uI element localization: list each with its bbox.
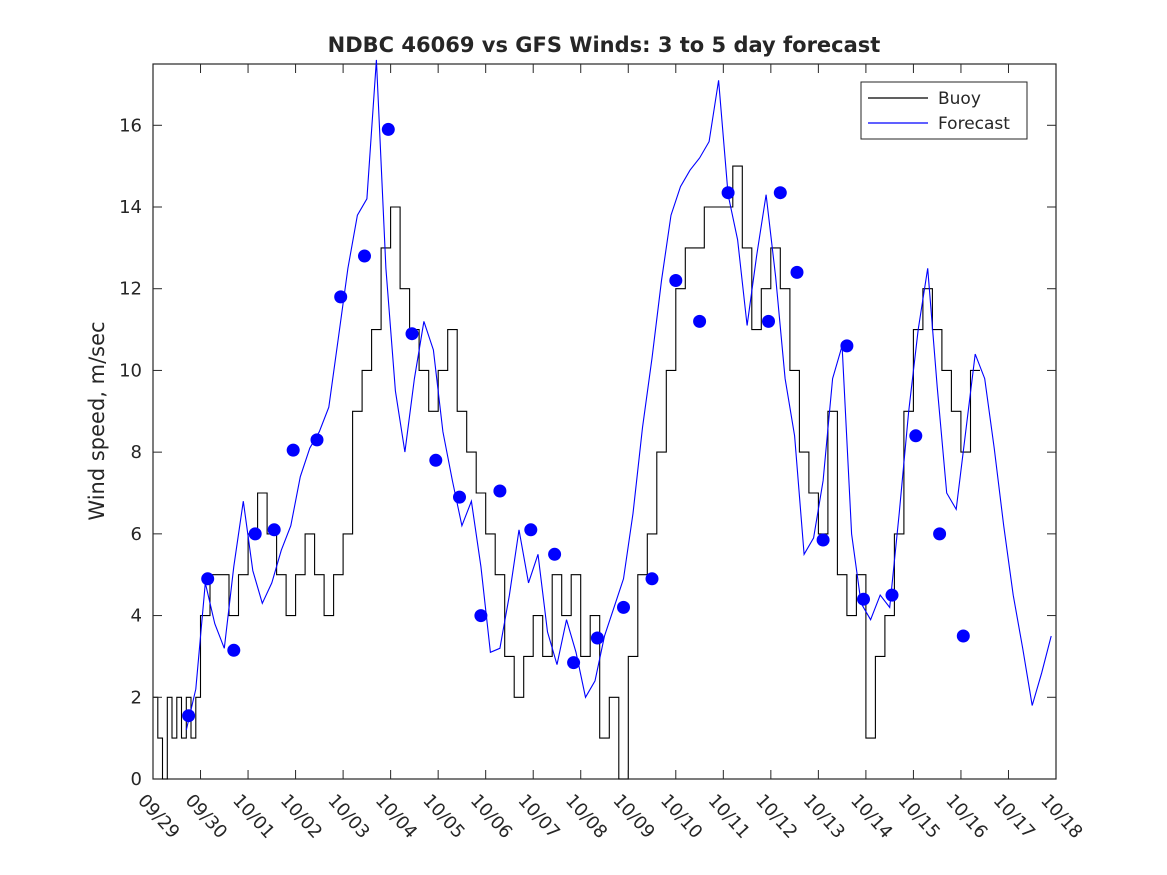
forecast-marker [429, 453, 443, 467]
forecast-marker [474, 609, 488, 623]
forecast-marker [567, 656, 581, 670]
forecast-marker [590, 631, 604, 645]
forecast-marker [857, 592, 870, 606]
forecast-marker [909, 429, 923, 443]
y-tick-label: 0 [131, 769, 142, 790]
series-forecast-line [185, 59, 1052, 731]
forecast-marker [201, 572, 215, 586]
forecast-marker [548, 547, 562, 561]
marker-layer [182, 122, 970, 723]
forecast-marker [453, 490, 466, 504]
forecast-marker [790, 265, 804, 279]
y-tick-label: 12 [119, 279, 142, 300]
forecast-marker [267, 523, 281, 537]
forecast-marker [762, 314, 775, 328]
legend: Buoy Forecast [860, 81, 1028, 140]
forecast-marker [773, 186, 787, 200]
y-tick-label: 6 [131, 524, 142, 545]
forecast-marker [669, 274, 683, 287]
forecast-marker [248, 527, 262, 541]
y-tick-label: 2 [131, 687, 142, 708]
forecast-marker [645, 572, 659, 586]
forecast-marker [693, 314, 707, 328]
plot-frame [152, 63, 1057, 780]
forecast-marker [617, 600, 630, 614]
forecast-marker [286, 443, 300, 457]
forecast-marker [358, 249, 371, 263]
y-tick-label: 4 [131, 606, 142, 627]
forecast-marker [310, 433, 324, 447]
forecast-marker [182, 709, 196, 723]
forecast-marker [227, 643, 241, 657]
y-tick-label: 14 [119, 197, 142, 218]
legend-buoy-label: Buoy [938, 89, 981, 109]
y-tick-label: 16 [119, 115, 142, 136]
forecast-marker [840, 339, 854, 353]
legend-box [860, 81, 1028, 140]
forecast-marker [381, 122, 395, 136]
forecast-marker [334, 290, 348, 304]
forecast-marker [885, 588, 899, 602]
forecast-marker [493, 484, 507, 498]
legend-forecast-label: Forecast [938, 114, 1010, 134]
forecast-marker [956, 629, 970, 643]
forecast-marker [524, 523, 538, 537]
forecast-marker [405, 327, 419, 341]
y-axis-label: Wind speed, m/sec [85, 321, 109, 520]
forecast-marker [721, 186, 735, 200]
y-tick-label: 8 [131, 442, 142, 463]
chart-title: NDBC 46069 vs GFS Winds: 3 to 5 day fore… [328, 33, 881, 57]
forecast-marker [933, 527, 947, 541]
y-tick-label: 10 [119, 360, 142, 381]
plot-area [152, 63, 1057, 780]
forecast-marker [816, 533, 830, 547]
